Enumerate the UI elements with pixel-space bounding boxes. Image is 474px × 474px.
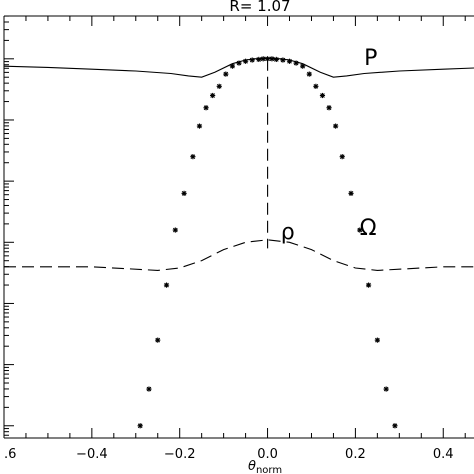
asterisk-marker [313,83,319,89]
asterisk-marker [286,58,293,64]
x-tick-label: 0.0 [257,447,278,462]
asterisk-marker [137,423,143,429]
series-layer [3,56,474,429]
asterisk-marker [319,92,326,99]
asterisk-marker [190,154,196,160]
asterisk-marker [374,337,380,343]
asterisk-marker [229,63,236,69]
asterisk-marker [155,337,161,343]
x-tick-label: −0.4 [76,447,108,462]
asterisk-marker [300,63,306,69]
asterisk-marker [269,56,275,62]
asterisk-marker [203,105,209,111]
asterisk-marker [223,71,229,77]
x-tick-label: −0.2 [164,447,196,462]
asterisk-marker [236,60,242,66]
asterisk-marker [333,123,339,129]
asterisk-marker [181,190,187,196]
omega-markers [137,56,398,429]
asterisk-marker [163,282,170,288]
chart-title: R= 1.07 [229,0,290,15]
density-line [4,239,474,271]
asterisk-marker [264,56,271,62]
asterisk-marker [348,190,354,196]
asterisk-marker [172,227,178,233]
asterisk-marker [273,56,279,63]
asterisk-marker [293,60,299,66]
series-label: ρ [281,220,295,245]
series-label: Ω [360,216,377,241]
asterisk-marker [242,58,249,64]
asterisk-marker [306,71,312,77]
x-tick-label: .6 [4,447,16,462]
asterisk-marker [249,57,255,63]
asterisk-marker [280,57,286,63]
x-tick-label: 0.4 [433,447,454,462]
asterisk-marker [357,227,363,233]
asterisk-marker [256,56,262,63]
asterisk-marker [392,423,398,429]
asterisk-marker [326,105,332,111]
asterisk-marker [365,282,372,288]
axes-frame [3,15,474,439]
asterisk-marker [210,92,216,99]
axis-ticks [3,15,466,438]
asterisk-marker [383,386,389,392]
asterisk-marker [216,83,222,89]
asterisk-marker [196,123,203,129]
series-label: P [364,46,377,71]
asterisk-marker [339,154,345,160]
x-tick-label: 0.2 [345,447,366,462]
asterisk-marker [260,56,266,62]
asterisk-marker [146,386,152,392]
